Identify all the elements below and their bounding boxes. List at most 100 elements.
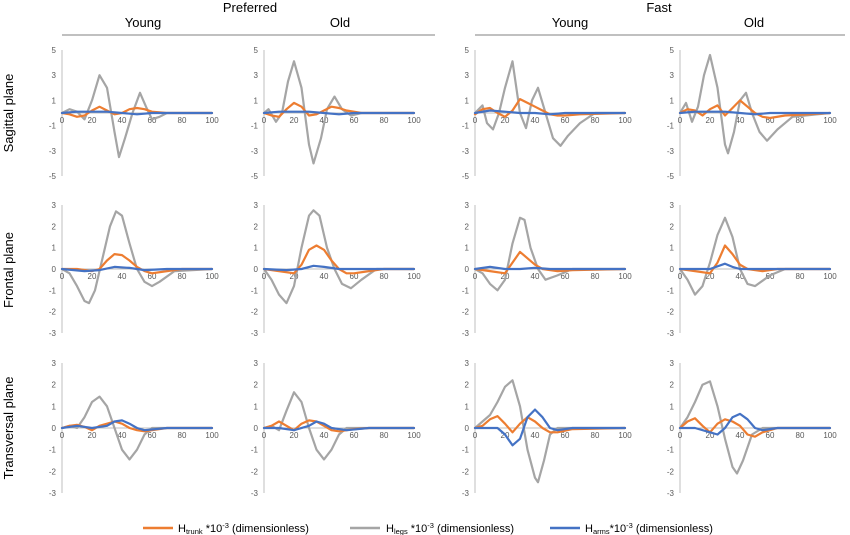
- x-tick-label: 60: [561, 431, 570, 440]
- y-tick-label: -2: [667, 467, 675, 476]
- x-tick-label: 40: [736, 431, 745, 440]
- y-tick-label: -1: [462, 122, 470, 131]
- legend-label-trunk: Htrunk *10-3 (dimensionless): [178, 521, 309, 535]
- x-tick-label: 100: [205, 116, 219, 125]
- y-tick-label: -3: [251, 329, 259, 338]
- x-tick-label: 100: [205, 431, 219, 440]
- y-tick-label: 0: [52, 424, 57, 433]
- y-tick-label: -2: [462, 467, 470, 476]
- x-tick-label: 80: [796, 116, 805, 125]
- row-label-sagittal: Sagittal plane: [1, 74, 16, 153]
- x-tick-label: 0: [262, 431, 267, 440]
- series-line-trunk: [262, 101, 416, 118]
- y-tick-label: 0: [52, 265, 57, 274]
- x-tick-label: 40: [736, 116, 745, 125]
- x-tick-label: 80: [591, 431, 600, 440]
- y-tick-label: 0: [670, 424, 675, 433]
- x-tick-label: 20: [88, 272, 97, 281]
- x-tick-label: 80: [380, 116, 389, 125]
- y-tick-label: 0: [465, 265, 470, 274]
- series-line-legs: [60, 210, 214, 305]
- x-tick-label: 20: [88, 431, 97, 440]
- x-tick-label: 40: [320, 431, 329, 440]
- group-header-preferred: Preferred: [223, 0, 277, 15]
- series-line-arms: [678, 412, 832, 436]
- y-tick-label: 2: [465, 381, 470, 390]
- group-header-fast: Fast: [646, 0, 672, 15]
- y-tick-label: -5: [49, 172, 57, 181]
- x-tick-label: 20: [501, 116, 510, 125]
- x-tick-label: 0: [60, 272, 65, 281]
- y-tick-label: 2: [52, 381, 57, 390]
- series-line-arms: [60, 419, 214, 432]
- x-tick-label: 40: [320, 272, 329, 281]
- x-tick-label: 0: [473, 431, 478, 440]
- series-line-arms: [60, 265, 214, 273]
- series-line-legs: [678, 216, 832, 296]
- x-tick-label: 80: [796, 431, 805, 440]
- y-tick-label: 1: [465, 96, 470, 105]
- y-tick-label: -3: [462, 147, 470, 156]
- series-line-arms: [473, 109, 627, 116]
- x-tick-label: 40: [736, 272, 745, 281]
- x-tick-label: 20: [706, 116, 715, 125]
- y-tick-label: -1: [251, 286, 259, 295]
- y-tick-label: 2: [670, 381, 675, 390]
- x-tick-label: 100: [823, 431, 837, 440]
- y-tick-label: -3: [667, 147, 675, 156]
- panel-r0c3: -5 -3 -1 1 3 5 0 20 40 60 80 100: [667, 46, 837, 181]
- y-tick-label: 2: [465, 222, 470, 231]
- x-tick-label: 0: [473, 116, 478, 125]
- x-tick-label: 20: [290, 431, 299, 440]
- series-line-arms: [473, 408, 627, 447]
- y-tick-label: -1: [49, 446, 57, 455]
- y-tick-label: -2: [251, 467, 259, 476]
- x-tick-label: 60: [350, 272, 359, 281]
- y-tick-label: 3: [52, 201, 57, 210]
- legend-label-legs: Hlegs *10-3 (dimensionless): [386, 521, 514, 535]
- x-tick-label: 0: [678, 272, 683, 281]
- y-tick-label: 3: [52, 359, 57, 368]
- x-tick-label: 60: [148, 116, 157, 125]
- age-header-preferred-young: Young: [125, 15, 161, 30]
- series-line-legs: [678, 53, 832, 155]
- series-line-legs: [473, 216, 627, 292]
- y-tick-label: 0: [670, 265, 675, 274]
- x-tick-label: 100: [823, 116, 837, 125]
- x-tick-label: 60: [766, 431, 775, 440]
- legend-label-arms: Harms*10-3 (dimensionless): [585, 521, 713, 535]
- x-tick-label: 40: [531, 431, 540, 440]
- legend-item-arms: Harms*10-3 (dimensionless): [550, 521, 713, 535]
- y-tick-label: -1: [462, 286, 470, 295]
- x-tick-label: 40: [118, 431, 127, 440]
- y-tick-label: -3: [49, 329, 57, 338]
- y-tick-label: -5: [462, 172, 470, 181]
- series-line-trunk: [60, 105, 214, 118]
- x-tick-label: 40: [531, 116, 540, 125]
- series-line-legs: [262, 209, 416, 305]
- series-line-arms: [678, 110, 832, 116]
- y-tick-label: 5: [254, 46, 259, 55]
- y-tick-label: 2: [254, 222, 259, 231]
- x-tick-label: 60: [766, 116, 775, 125]
- y-tick-label: -3: [462, 329, 470, 338]
- y-tick-label: 3: [465, 71, 470, 80]
- age-header-fast-old: Old: [744, 15, 764, 30]
- series-line-trunk: [473, 250, 627, 275]
- y-tick-label: -5: [251, 172, 259, 181]
- x-tick-label: 40: [531, 272, 540, 281]
- x-tick-label: 20: [290, 116, 299, 125]
- legend-item-legs: Hlegs *10-3 (dimensionless): [350, 521, 514, 535]
- x-tick-label: 60: [148, 431, 157, 440]
- y-tick-label: -1: [667, 122, 675, 131]
- series-line-arms: [262, 264, 416, 272]
- series-line-legs: [473, 60, 627, 147]
- y-tick-label: -3: [251, 489, 259, 498]
- x-tick-label: 0: [678, 116, 683, 125]
